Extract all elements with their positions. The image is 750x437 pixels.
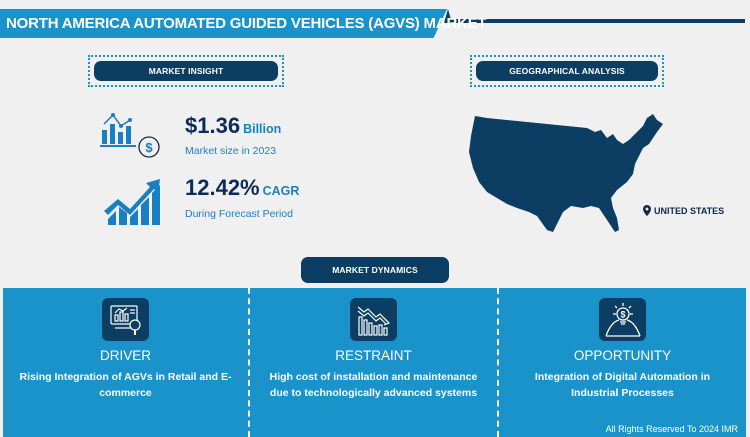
page-title: NORTH AMERICA AUTOMATED GUIDED VEHICLES … [6, 15, 487, 32]
copyright-notice: All Rights Reserved To 2024 IMR [605, 424, 738, 434]
market-dynamics-label: MARKET DYNAMICS [301, 257, 449, 283]
monitor-analytics-search-icon [102, 298, 149, 341]
driver-title: DRIVER [99, 348, 151, 363]
cagr-caption: During Forecast Period [185, 208, 293, 220]
driver-description: Rising Integration of AGVs in Retail and… [19, 371, 232, 399]
market-dynamics-panel: DRIVER Rising Integration of AGVs in Ret… [3, 288, 746, 437]
restraint-card: RESTRAINT High cost of installation and … [250, 288, 497, 437]
region-name: UNITED STATES [654, 205, 725, 216]
market-insight-label: MARKET INSIGHT [94, 61, 278, 81]
column-divider [248, 288, 250, 437]
svg-text:$: $ [145, 140, 153, 155]
svg-text:$: $ [620, 309, 625, 319]
opportunity-description: Integration of Digital Automation in Ind… [534, 371, 711, 399]
geographical-analysis-label: GEOGRAPHICAL ANALYSIS [476, 61, 658, 81]
restraint-description: High cost of installation and maintenanc… [269, 371, 478, 399]
opportunity-card: $ OPPORTUNITY Integration of Digital Aut… [499, 288, 746, 437]
opportunity-title: OPPORTUNITY [573, 348, 672, 363]
title-underline-decoration [450, 19, 745, 23]
united-states-map [467, 112, 667, 242]
location-label: UNITED STATES [643, 205, 724, 216]
growth-arrow-chart-icon [102, 175, 168, 232]
restraint-title: RESTRAINT [335, 348, 412, 363]
market-insight-frame: MARKET INSIGHT [88, 55, 284, 87]
column-divider [497, 288, 499, 437]
declining-chart-icon [350, 298, 397, 341]
lightbulb-dollar-icon: $ [599, 298, 646, 341]
geographical-analysis-frame: GEOGRAPHICAL ANALYSIS [470, 55, 664, 87]
title-banner [0, 9, 447, 38]
market-size-caption: Market size in 2023 [185, 145, 277, 157]
location-pin-icon [643, 205, 651, 216]
market-size-value: $1.36 Billion [185, 113, 282, 138]
driver-card: DRIVER Rising Integration of AGVs in Ret… [3, 288, 248, 437]
cagr-value: 12.42% CAGR [185, 175, 300, 200]
bar-chart-dollar-icon: $ [100, 112, 160, 165]
title-notch-decoration [444, 9, 452, 23]
